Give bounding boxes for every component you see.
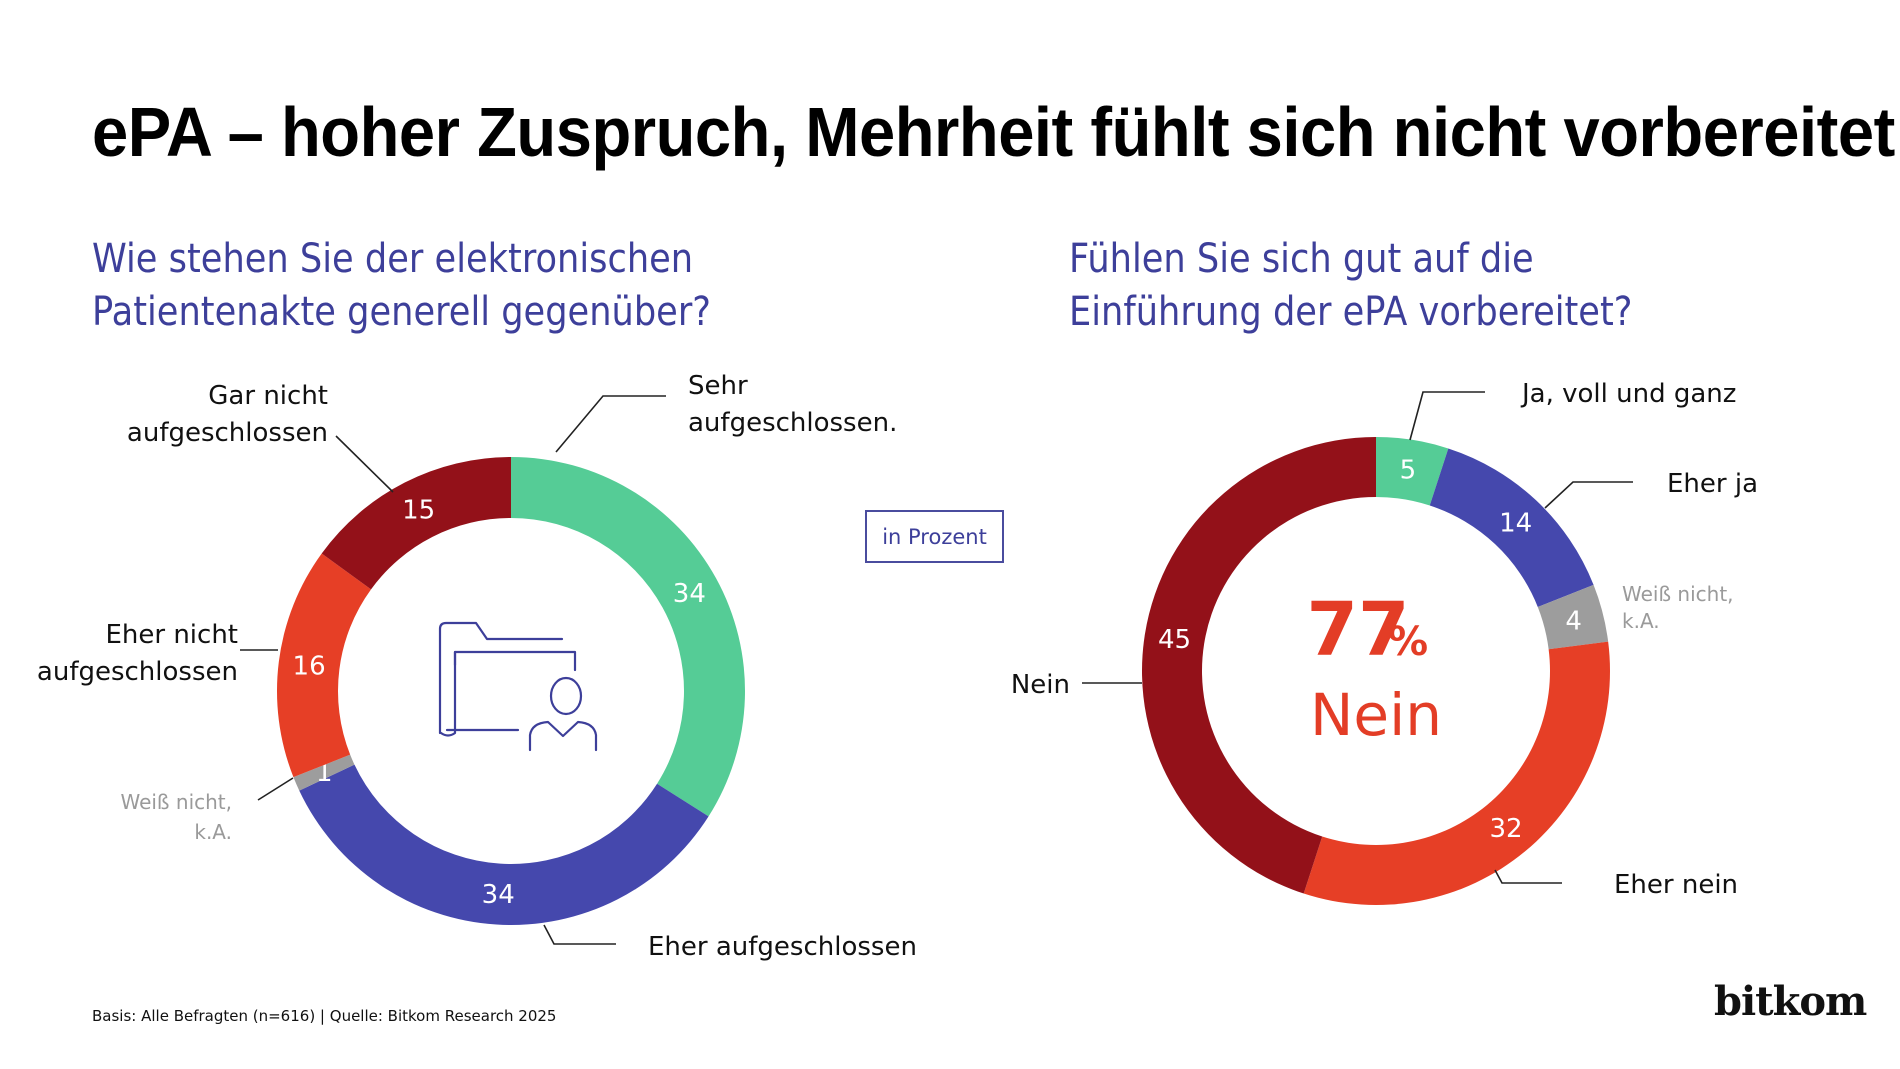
category-label-eher-ja: Eher ja bbox=[1667, 469, 1758, 499]
question-right: Fühlen Sie sich gut auf die Einführung d… bbox=[1069, 233, 1632, 339]
unit-note: in Prozent bbox=[882, 524, 987, 549]
slice-value-eher-aufgeschlossen: 34 bbox=[482, 880, 515, 910]
slice-value-ja-voll-und-ganz: 5 bbox=[1400, 456, 1417, 486]
category-label-nein: Nein bbox=[1011, 670, 1070, 700]
category-label-line: aufgeschlossen bbox=[37, 657, 238, 687]
category-label-line: k.A. bbox=[1622, 609, 1660, 633]
center-highlight-value: 77 bbox=[1307, 587, 1410, 673]
category-label-eher-aufgeschlossen: Eher aufgeschlossen bbox=[648, 932, 917, 962]
category-label-line: Nein bbox=[1011, 670, 1070, 700]
question-left-line-1: Wie stehen Sie der elektronischen bbox=[92, 236, 694, 282]
footnote-source: Basis: Alle Befragten (n=616) | Quelle: … bbox=[92, 1007, 557, 1025]
category-label-ja-voll-und-ganz: Ja, voll und ganz bbox=[1520, 379, 1736, 409]
category-label-line: Eher nein bbox=[1614, 870, 1738, 900]
category-label-line: aufgeschlossen bbox=[127, 418, 328, 448]
donut-chart-preparedness: 5 Ja, voll und ganz 14 Eher ja 4 Weiß nicht, k… bbox=[1011, 379, 1758, 906]
category-label-eher-nicht-aufgeschlossen: Eher nicht aufgeschlossen bbox=[37, 620, 238, 687]
category-label-line: Sehr bbox=[688, 371, 748, 401]
category-label-line: k.A. bbox=[194, 820, 232, 844]
leader-line-weiß-nicht-k-a bbox=[257, 777, 294, 801]
category-label-line: Ja, voll und ganz bbox=[1520, 379, 1736, 409]
donut-slice-eher-aufgeschlossen bbox=[299, 764, 709, 925]
slice-value-eher-nein: 32 bbox=[1489, 814, 1522, 844]
category-label-eher-nein: Eher nein bbox=[1614, 870, 1738, 900]
category-label-line: Eher ja bbox=[1667, 469, 1758, 499]
category-label-weiß-nicht-k-a: Weiß nicht, k.A. bbox=[120, 790, 232, 844]
question-left: Wie stehen Sie der elektronischen Patien… bbox=[92, 233, 711, 339]
folder-person-icon bbox=[438, 621, 598, 752]
slice-value-eher-nicht-aufgeschlossen: 16 bbox=[293, 651, 326, 681]
bitkom-logo: bitkom bbox=[1714, 978, 1867, 1025]
category-label-line: Weiß nicht, bbox=[120, 790, 232, 814]
donut-slice-eher-nicht-aufgeschlossen bbox=[277, 553, 372, 778]
logo-text: bitkom bbox=[1714, 978, 1867, 1025]
category-label-weiß-nicht-k-a: Weiß nicht, k.A. bbox=[1622, 582, 1734, 633]
slice-value-eher-ja: 14 bbox=[1499, 508, 1532, 538]
question-right-line-1: Fühlen Sie sich gut auf die bbox=[1069, 236, 1534, 282]
slice-value-weiß-nicht-k-a: 4 bbox=[1565, 606, 1582, 636]
category-label-sehr-aufgeschlossen: Sehr aufgeschlossen. bbox=[688, 371, 897, 438]
center-highlight-word: Nein bbox=[1310, 681, 1442, 749]
donut-chart-attitude: 34 Sehr aufgeschlossen. 34 Eher aufgeschloss… bbox=[37, 371, 917, 962]
leader-line-gar-nicht-aufgeschlossen bbox=[335, 435, 394, 493]
category-label-line: aufgeschlossen. bbox=[688, 408, 897, 438]
leader-line-sehr-aufgeschlossen bbox=[555, 395, 666, 453]
question-right-line-2: Einführung der ePA vorbereitet? bbox=[1069, 289, 1633, 335]
category-label-line: Eher aufgeschlossen bbox=[648, 932, 917, 962]
donut-slice-sehr-aufgeschlossen bbox=[511, 457, 745, 817]
slice-value-gar-nicht-aufgeschlossen: 15 bbox=[402, 496, 435, 526]
donut-slice-weiß-nicht-k-a bbox=[293, 754, 355, 791]
slice-value-sehr-aufgeschlossen: 34 bbox=[673, 579, 706, 609]
donut-slice-eher-ja bbox=[1429, 448, 1594, 607]
category-label-gar-nicht-aufgeschlossen: Gar nicht aufgeschlossen bbox=[127, 381, 328, 448]
category-label-line: Gar nicht bbox=[208, 381, 328, 411]
donut-slice-weiß-nicht-k-a bbox=[1537, 584, 1609, 650]
donut-slice-nein bbox=[1141, 437, 1376, 894]
center-highlight: 77 % Nein bbox=[1307, 587, 1442, 749]
leader-line-ja-voll-und-ganz bbox=[1409, 391, 1485, 441]
category-label-line: Weiß nicht, bbox=[1622, 582, 1734, 606]
donut-slice-ja-voll-und-ganz bbox=[1376, 437, 1449, 506]
question-left-line-2: Patientenakte generell gegenüber? bbox=[92, 289, 711, 335]
page-title: ePA – hoher Zuspruch, Mehrheit fühlt sic… bbox=[92, 93, 1895, 171]
leader-line-eher-ja bbox=[1544, 481, 1633, 509]
category-label-line: Eher nicht bbox=[105, 620, 238, 650]
leader-line-eher-aufgeschlossen bbox=[543, 924, 616, 945]
donut-slice-eher-nein bbox=[1303, 641, 1610, 906]
donut-slice-gar-nicht-aufgeschlossen bbox=[321, 457, 511, 590]
slice-value-nein: 45 bbox=[1158, 625, 1191, 655]
center-highlight-suffix: % bbox=[1388, 619, 1428, 665]
unit-note-box: in Prozent bbox=[865, 510, 1004, 563]
leader-line-eher-nein bbox=[1494, 869, 1562, 884]
